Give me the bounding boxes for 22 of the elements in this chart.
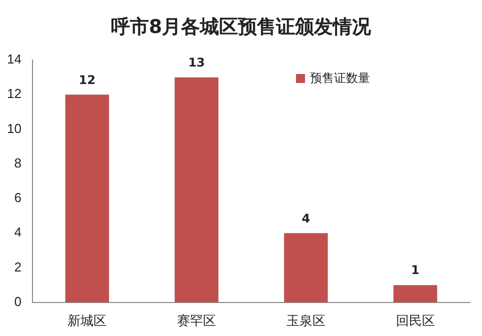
chart-title: 呼市8月各城区预售证颁发情况 — [110, 15, 372, 40]
data-label: 13 — [188, 55, 205, 70]
legend-label: 预售证数量 — [310, 70, 370, 87]
bar — [174, 77, 218, 302]
bar — [284, 233, 328, 302]
y-tick-label: 10 — [6, 120, 22, 136]
x-tick-label: 赛罕区 — [177, 312, 216, 328]
data-label: 1 — [411, 263, 420, 278]
data-label: 12 — [78, 72, 96, 87]
y-tick-label: 2 — [14, 259, 22, 274]
bar — [393, 285, 438, 302]
x-tick-label: 新城区 — [68, 312, 107, 328]
bar — [65, 94, 110, 302]
y-tick-label: 0 — [14, 294, 22, 309]
x-tick-label: 回民区 — [396, 312, 435, 328]
y-tick-label: 6 — [14, 190, 22, 206]
y-tick-label: 12 — [6, 86, 22, 102]
data-label: 4 — [302, 211, 310, 226]
x-tick-label: 玉泉区 — [286, 312, 326, 328]
y-tick-label: 14 — [6, 52, 22, 67]
y-tick-label: 4 — [14, 224, 22, 240]
y-tick-label: 8 — [14, 155, 22, 170]
